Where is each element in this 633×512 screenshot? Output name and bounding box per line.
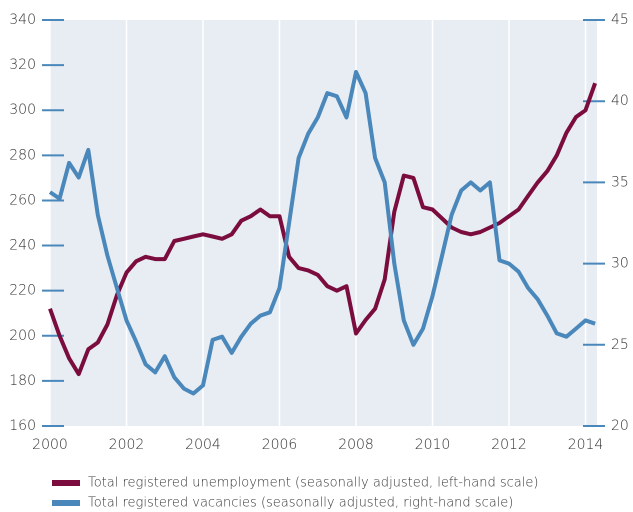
y-tick-label: 260	[9, 192, 36, 208]
legend-label: Total registered vacancies (seasonally a…	[88, 496, 513, 511]
y-tick-label: 180	[9, 373, 36, 389]
x-tick-label: 2006	[262, 437, 298, 453]
y2-tick-label: 30	[611, 256, 629, 272]
y-tick-label: 300	[9, 102, 36, 118]
y2-tick-label: 35	[611, 174, 629, 190]
y2-tick-label: 20	[611, 418, 629, 434]
legend-label: Total registered unemployment (seasonall…	[88, 476, 538, 491]
y2-tick-label: 45	[611, 12, 629, 28]
x-tick-label: 2000	[32, 437, 68, 453]
y-tick-label: 200	[9, 328, 36, 344]
y2-tick-label: 25	[611, 337, 629, 353]
y2-tick-label: 40	[611, 93, 629, 109]
plot-background	[50, 20, 597, 426]
y-tick-label: 240	[9, 238, 36, 254]
series-line	[48, 82, 597, 377]
y-tick-label: 220	[9, 283, 36, 299]
x-tick-label: 2010	[415, 437, 451, 453]
x-tick-label: 2008	[338, 437, 374, 453]
x-tick-label: 2002	[109, 437, 145, 453]
x-tick-label: 2004	[185, 437, 221, 453]
y-tick-label: 340	[9, 12, 36, 28]
series-line	[48, 70, 596, 396]
y-tick-label: 320	[9, 57, 36, 73]
x-tick-label: 2014	[568, 437, 604, 453]
x-tick-label: 2012	[491, 437, 527, 453]
y-tick-label: 160	[9, 418, 36, 434]
y-tick-label: 280	[9, 147, 36, 163]
